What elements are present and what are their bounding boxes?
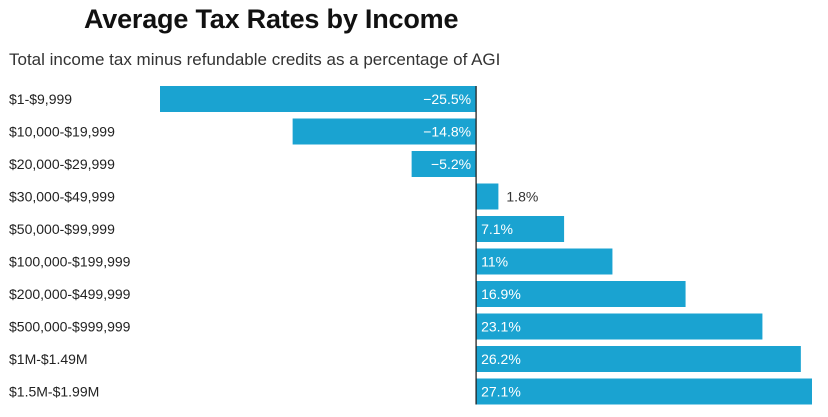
category-label: $1M-$1.49M — [9, 351, 88, 367]
value-label: −25.5% — [423, 91, 471, 107]
category-label: $10,000-$19,999 — [9, 124, 115, 140]
category-label: $30,000-$49,999 — [9, 189, 115, 205]
category-label: $500,000-$999,999 — [9, 319, 131, 335]
chart-subtitle: Total income tax minus refundable credit… — [9, 50, 501, 69]
value-label: 23.1% — [481, 319, 521, 335]
category-label: $50,000-$99,999 — [9, 221, 115, 237]
bar — [476, 216, 565, 242]
bar — [476, 281, 686, 307]
bar — [292, 118, 477, 145]
bar — [476, 183, 499, 210]
bar — [476, 248, 613, 275]
value-label: −14.8% — [423, 124, 471, 140]
value-label: 1.8% — [506, 189, 538, 205]
chart-title: Average Tax Rates by Income — [84, 4, 459, 34]
bar — [476, 378, 812, 405]
value-label: 27.1% — [481, 384, 521, 400]
value-label: 7.1% — [481, 221, 513, 237]
value-label: 11% — [481, 254, 508, 270]
category-label: $100,000-$199,999 — [9, 254, 131, 270]
bar — [411, 151, 477, 177]
value-label: 26.2% — [481, 351, 521, 367]
category-label: $1.5M-$1.99M — [9, 384, 99, 400]
category-label: $20,000-$29,999 — [9, 156, 115, 172]
value-label: −5.2% — [431, 156, 471, 172]
category-label: $200,000-$499,999 — [9, 286, 131, 302]
bar — [476, 313, 763, 340]
bar — [476, 346, 801, 372]
value-label: 16.9% — [481, 286, 521, 302]
category-label: $1-$9,999 — [9, 91, 72, 107]
bar — [160, 86, 477, 112]
